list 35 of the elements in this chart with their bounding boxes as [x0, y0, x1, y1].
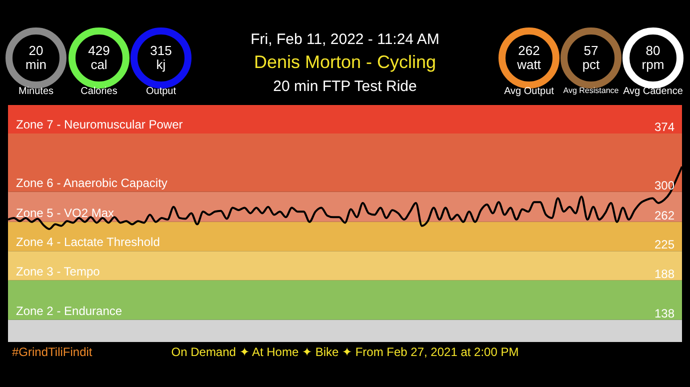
text: #GrindTiliFindit — [12, 345, 92, 359]
text: Avg Output — [504, 86, 554, 97]
text: 57 — [584, 43, 598, 58]
y-tick-label: 262 — [654, 208, 675, 222]
text: 20 — [28, 43, 44, 58]
text: watt — [517, 57, 541, 72]
text: kj — [156, 57, 166, 72]
y-tick-label: 374 — [654, 120, 675, 134]
text: cal — [90, 57, 108, 72]
text: Avg Cadence — [623, 86, 683, 97]
text: 315 — [150, 43, 172, 58]
text: min — [26, 57, 46, 72]
band-label: Zone 6 - Anaerobic Capacity — [16, 176, 168, 190]
text: On Demand ✦ At Home ✦ Bike ✦ From Feb 27, 2021 at 2:00 PM — [171, 345, 519, 359]
band-label: Zone 2 - Endurance — [16, 304, 122, 318]
text: Minutes — [18, 86, 54, 97]
text: Calories — [80, 86, 118, 97]
text: Output — [146, 86, 176, 97]
text: 262 — [518, 43, 540, 58]
text: 80 — [646, 43, 660, 58]
line-series — [8, 166, 682, 230]
text: rpm — [642, 57, 664, 72]
chart-title: Denis Morton - Cycling — [254, 52, 436, 73]
text: 429 — [88, 43, 110, 58]
y-tick-label: 225 — [654, 238, 675, 252]
y-tick-label: 138 — [654, 306, 675, 320]
y-tick-label: 188 — [654, 266, 675, 281]
band-label: Zone 7 - Neuromuscular Power — [16, 117, 183, 132]
chart-subtitle: 20 min FTP Test Ride — [273, 78, 417, 95]
band-label: Zone 4 - Lactate Threshold — [16, 235, 160, 250]
text: pct — [582, 57, 600, 72]
text: Fri, Feb 11, 2022 - 11:24 AM — [250, 31, 440, 48]
band-label: Zone 5 - VO2 Max — [16, 206, 114, 220]
text: Avg Resistance — [563, 86, 619, 95]
band-label: Zone 3 - Tempo — [16, 264, 100, 278]
